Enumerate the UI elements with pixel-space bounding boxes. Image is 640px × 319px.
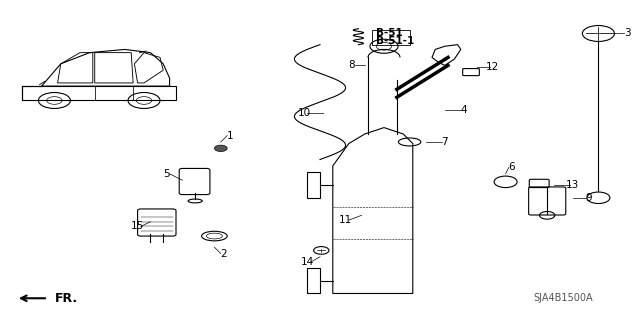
Text: 9: 9 (586, 193, 592, 203)
Circle shape (214, 145, 227, 152)
Text: 7: 7 (442, 137, 448, 147)
Text: 1: 1 (227, 130, 234, 141)
Text: 6: 6 (509, 162, 515, 173)
Text: 4: 4 (461, 105, 467, 115)
Text: 10: 10 (298, 108, 310, 118)
Text: 2: 2 (221, 249, 227, 259)
Text: B-51: B-51 (376, 28, 403, 39)
Text: B-51-1: B-51-1 (376, 36, 414, 46)
Text: 3: 3 (624, 28, 630, 39)
Text: 14: 14 (301, 257, 314, 267)
Text: 12: 12 (486, 62, 499, 72)
Text: 15: 15 (131, 221, 144, 232)
Text: 11: 11 (339, 215, 352, 225)
Text: 8: 8 (349, 60, 355, 70)
Text: SJA4B1500A: SJA4B1500A (533, 293, 593, 303)
Text: 5: 5 (163, 169, 170, 179)
Text: FR.: FR. (54, 292, 77, 305)
Text: 13: 13 (566, 180, 579, 190)
